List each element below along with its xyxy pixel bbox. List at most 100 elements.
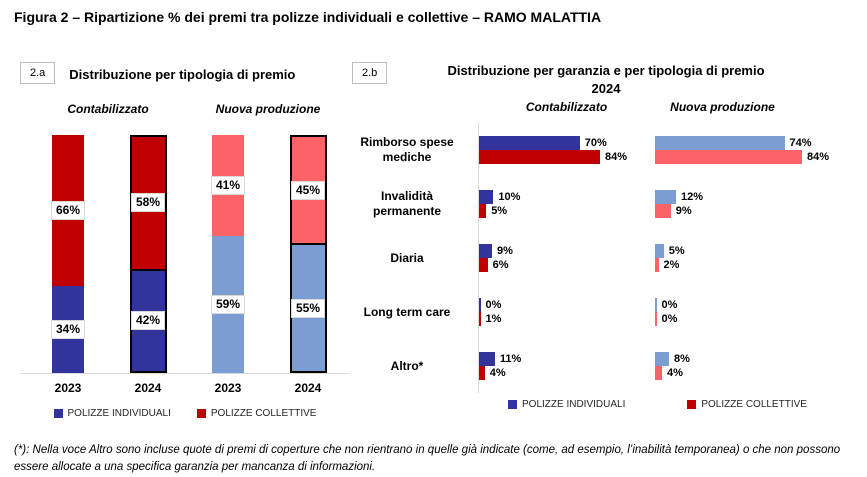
figure-title: Figura 2 – Ripartizione % dei premi tra … [14, 9, 602, 25]
legend-collettive-swatch [687, 400, 697, 409]
hbar-value: 2% [663, 259, 680, 271]
hbar-value: 9% [675, 205, 692, 217]
hbar-value: 0% [661, 313, 678, 325]
legend-individuali-swatch [53, 409, 63, 418]
chart-2a-baseline [20, 373, 350, 374]
segment-individuali: 55% [290, 245, 326, 371]
hbar-collettive [479, 312, 481, 326]
category-row: Altro* 11% 4% 8% 4% [350, 339, 862, 393]
hbar-value: 8% [674, 353, 690, 365]
legend-item-collettive: POLIZZE COLLETTIVE [687, 399, 807, 410]
hbar-individuali [479, 298, 481, 312]
category-label: Long term care [363, 304, 451, 319]
bars-contabilizzato: 11% 4% [478, 339, 655, 393]
legend-collettive-swatch [196, 409, 206, 418]
x-axis-label: 2024 [294, 381, 322, 395]
hbar-line: 9% [479, 244, 655, 258]
hbar-line: 8% [655, 352, 862, 366]
category-row: Long term care 0% 1% 0% 0% [350, 285, 862, 339]
hbar-individuali [479, 352, 495, 366]
hbar-individuali [479, 190, 494, 204]
value-label-individuali: 59% [210, 295, 246, 314]
segment-individuali: 34% [50, 286, 86, 373]
hbar-line: 84% [479, 150, 655, 164]
hbar-value: 4% [667, 367, 683, 379]
hbar-line: 11% [479, 352, 655, 366]
category-label: Rimborso spese mediche [360, 135, 454, 164]
hbar-line: 10% [479, 190, 655, 204]
legend-collettive-label: POLIZZE COLLETTIVE [701, 399, 807, 410]
hbar-value: 0% [485, 299, 502, 311]
bars-nuova-produzione: 12% 9% [655, 177, 862, 231]
legend-individuali-label: POLIZZE INDIVIDUALI [67, 408, 171, 419]
column-header-nuova-produzione: Nuova produzione [670, 100, 775, 114]
segment-individuali: 42% [130, 270, 166, 371]
hbar-individuali [479, 136, 580, 150]
chart-2a-bars: 66% 34% 58% 42% 41% 59% 45% 55% [20, 135, 350, 373]
bar-column: 58% 42% [108, 135, 188, 373]
hbar-value: 5% [491, 205, 508, 217]
chart-2b-legend: POLIZZE INDIVIDUALI POLIZZE COLLETTIVE [508, 399, 862, 410]
legend-collettive-label: POLIZZE COLLETTIVE [210, 408, 317, 419]
chart-2a-title: Distribuzione per tipologia di premio [69, 67, 296, 82]
bars-contabilizzato: 9% 6% [478, 231, 655, 285]
category-row: Diaria 9% 6% 5% 2% [350, 231, 862, 285]
hbar-line: 74% [655, 136, 862, 150]
hbar-collettive [655, 204, 671, 218]
value-label-collettive: 58% [130, 193, 166, 213]
hbar-individuali [655, 190, 676, 204]
legend-item-individuali: POLIZZE INDIVIDUALI [53, 408, 171, 419]
hbar-individuali [655, 298, 657, 312]
hbar-collettive [479, 150, 600, 164]
hbar-line: 9% [655, 204, 862, 218]
hbar-line: 0% [655, 312, 862, 326]
segment-collettive: 66% [50, 135, 86, 286]
hbar-collettive [655, 366, 662, 380]
bars-nuova-produzione: 0% 0% [655, 285, 862, 339]
hbar-value: 4% [489, 367, 506, 379]
column-header-contabilizzato: Contabilizzato [525, 100, 608, 114]
hbar-line: 4% [479, 366, 655, 380]
category-row: Invalidità permanente 10% 5% 12% 9% [350, 177, 862, 231]
hbar-collettive [479, 366, 485, 380]
bars-nuova-produzione: 8% 4% [655, 339, 862, 393]
hbar-line: 0% [655, 298, 862, 312]
bars-nuova-produzione: 74% 84% [655, 123, 862, 177]
hbar-value: 0% [661, 299, 678, 311]
hbar-line: 70% [479, 136, 655, 150]
chart-2a-header: 2.a Distribuzione per tipologia di premi… [20, 62, 350, 90]
bars-contabilizzato: 10% 5% [478, 177, 655, 231]
group-header-nuova-produzione: Nuova produzione [215, 102, 321, 116]
segment-collettive: 41% [210, 135, 246, 236]
hbar-value: 84% [807, 151, 830, 163]
value-label-collettive: 66% [50, 201, 86, 220]
hbar-individuali [655, 136, 785, 150]
value-label-collettive: 41% [210, 176, 246, 195]
stacked-bar-contabilizzato-2024: 58% 42% [129, 135, 167, 373]
hbar-collettive [655, 312, 657, 326]
hbar-individuali [655, 244, 664, 258]
x-axis-label: 2023 [54, 381, 82, 395]
stacked-bar-contabilizzato-2023: 66% 34% [50, 135, 86, 373]
group-header-contabilizzato: Contabilizzato [67, 102, 149, 116]
x-axis-label: 2023 [214, 381, 242, 395]
stacked-bar-nuova-produzione-2023: 41% 59% [210, 135, 246, 373]
bars-contabilizzato: 70% 84% [478, 123, 655, 177]
category-label: Diaria [390, 250, 424, 265]
column-header-spacer [350, 100, 478, 115]
hbar-collettive [655, 150, 802, 164]
hbar-collettive [655, 258, 659, 272]
x-axis-label: 2024 [134, 381, 162, 395]
chart-2a-legend: POLIZZE INDIVIDUALI POLIZZE COLLETTIVE [20, 408, 350, 419]
segment-collettive: 45% [290, 137, 326, 246]
hbar-line: 5% [655, 244, 862, 258]
bar-column: 45% 55% [268, 135, 348, 373]
hbar-line: 4% [655, 366, 862, 380]
chart-2b-rows: Rimborso spese mediche 70% 84% 74% 84% Invali… [350, 123, 862, 393]
hbar-value: 11% [499, 353, 522, 365]
hbar-individuali [655, 352, 669, 366]
chart-2a-panel: 2.a Distribuzione per tipologia di premi… [20, 62, 350, 419]
hbar-line: 1% [479, 312, 655, 326]
bar-column: 41% 59% [188, 135, 268, 373]
chart-2b-subtitle: 2024 [591, 80, 621, 96]
